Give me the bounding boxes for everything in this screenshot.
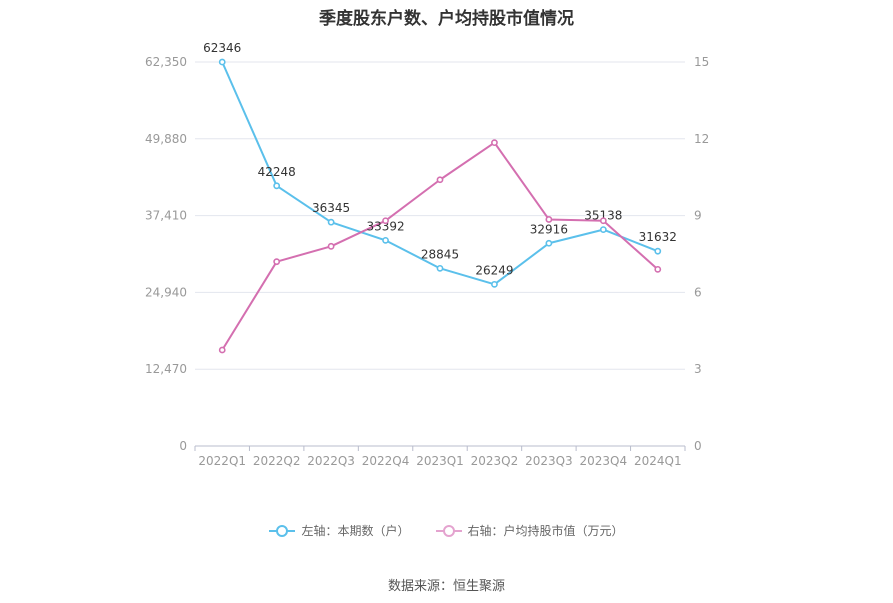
right-axis-tick-label: 12 [694, 132, 709, 146]
data-point-left [436, 264, 444, 272]
data-point-right [382, 217, 389, 225]
data-label: 62346 [203, 41, 241, 55]
data-point-right [545, 216, 553, 223]
x-axis-tick-label: 2023Q1 [416, 454, 464, 468]
left-axis-tick-label: 49,880 [145, 132, 187, 146]
chart-title: 季度股东户数、户均持股市值情况 [319, 9, 574, 29]
data-point-left [491, 280, 498, 288]
data-label: 26249 [475, 263, 513, 277]
data-point-right [327, 242, 335, 250]
legend: 左轴：本期数（户） 右轴：户均持股市值（万元） [0, 522, 893, 539]
legend-item-left[interactable]: 左轴：本期数（户） [269, 522, 410, 539]
data-point-left [654, 247, 662, 255]
data-label: 42248 [258, 165, 296, 179]
data-point-left [327, 218, 335, 226]
x-axis-tick-label: 2024Q1 [634, 454, 682, 468]
x-axis-tick-label: 2023Q2 [471, 454, 519, 468]
data-point-right [491, 139, 498, 147]
data-label: 35138 [584, 209, 622, 223]
right-axis-tick-label: 6 [694, 285, 702, 299]
x-axis-tick-label: 2022Q3 [307, 454, 355, 468]
left-axis-tick-label: 62,350 [145, 55, 187, 69]
legend-swatch-right-icon [435, 524, 462, 537]
left-axis-tick-label: 12,470 [145, 362, 187, 376]
data-point-right [654, 265, 662, 273]
left-axis-tick-label: 37,410 [145, 209, 187, 223]
right-axis-tick-label: 0 [694, 439, 702, 453]
left-axis-tick-label: 0 [179, 439, 187, 453]
data-label: 33392 [366, 219, 404, 233]
right-axis-tick-label: 9 [694, 209, 702, 223]
data-label: 28845 [421, 247, 459, 261]
data-source: 数据来源：恒生聚源 [387, 579, 505, 594]
legend-item-right[interactable]: 右轴：户均持股市值（万元） [435, 522, 624, 539]
data-point-left [599, 226, 607, 233]
x-axis-tick-label: 2022Q2 [253, 454, 301, 468]
data-point-right [436, 176, 444, 184]
right-axis-tick-label: 3 [694, 362, 702, 376]
x-axis-tick-label: 2023Q4 [580, 454, 628, 468]
data-label: 31632 [639, 230, 677, 244]
data-point-right [273, 258, 281, 266]
x-axis-tick-label: 2023Q3 [525, 454, 573, 468]
x-axis-tick-label: 2022Q1 [198, 454, 246, 468]
data-label: 32916 [530, 222, 568, 236]
left-axis-tick-label: 24,940 [145, 285, 187, 299]
data-point-left [382, 236, 389, 244]
data-point-right [599, 217, 607, 225]
legend-label-right: 右轴：户均持股市值（万元） [467, 524, 624, 538]
x-axis-tick-label: 2022Q4 [362, 454, 410, 468]
legend-swatch-left-icon [269, 524, 296, 537]
data-label: 36345 [312, 201, 350, 215]
data-point-left [273, 182, 281, 190]
data-point-left [218, 58, 226, 66]
right-axis-tick-label: 15 [694, 55, 709, 69]
data-point-right [218, 346, 226, 354]
data-point-left [545, 239, 553, 247]
legend-label-left: 左轴：本期数（户） [301, 524, 410, 538]
